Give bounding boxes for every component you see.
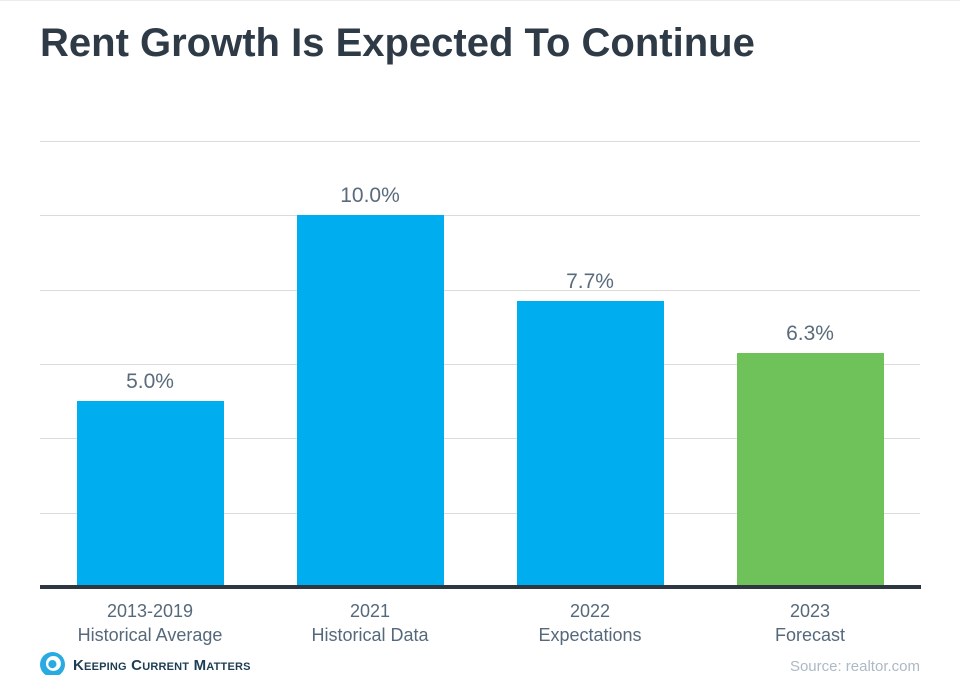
bar-2013-2019 [77,401,224,587]
gridline-12pct [40,141,920,142]
gridline-4pct [40,438,920,439]
value-label: 5.0% [126,370,174,393]
gridline-10pct [40,215,920,216]
gridline-8pct [40,290,920,291]
chart-title: Rent Growth Is Expected To Continue [40,21,755,65]
bar-2022 [517,301,664,587]
value-label: 10.0% [340,184,400,207]
kcm-logo: Keeping Current Matters [39,651,251,675]
bar-2023 [737,353,884,587]
gridline-6pct [40,364,920,365]
category-label-line: Historical Data [311,625,429,645]
category-label: 2013-2019 Historical Average [35,599,265,647]
category-label: 2022 Expectations [475,599,705,647]
category-label: 2021 Historical Data [255,599,485,647]
kcm-swirl-icon [40,652,65,675]
category-label-line: 2023 [789,601,831,621]
gridline-2pct [40,513,920,514]
category-label-line: Expectations [538,625,642,645]
logo-text: Keeping Current Matters [73,657,251,674]
category-label-line: Historical Average [77,625,223,645]
category-label: 2023 Forecast [695,599,925,647]
category-label-line: Forecast [774,625,846,645]
category-label-line: 2022 [569,601,611,621]
value-label: 6.3% [786,322,834,345]
bar-2021 [297,215,444,587]
category-label-line: 2013-2019 [106,601,194,621]
source-text: Source: realtor.com [789,658,920,675]
x-axis-line [40,585,921,589]
category-label-line: 2021 [349,601,391,621]
value-label: 7.7% [566,270,614,293]
